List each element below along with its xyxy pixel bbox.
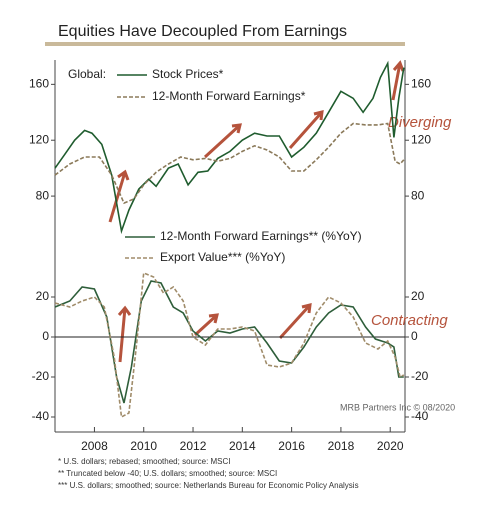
arrow: [117, 305, 132, 363]
legend-label: 12-Month Forward Earnings*: [152, 89, 306, 103]
arrow: [278, 303, 312, 340]
y-tick-label: 80: [36, 188, 50, 202]
source: MRB Partners Inc © 08/2020: [340, 402, 455, 412]
y2-tick-label: 80: [411, 188, 425, 202]
x-tick-label: 2018: [328, 439, 355, 453]
y-tick-label: -20: [32, 369, 50, 383]
y-tick-label: -40: [32, 409, 50, 423]
arrow: [193, 313, 219, 337]
legend-label: 12-Month Forward Earnings** (%YoY): [160, 229, 362, 243]
annotation: Contracting: [371, 312, 448, 329]
arrow: [203, 123, 242, 159]
y2-tick-label: -40: [411, 409, 429, 423]
annotation: Diverging: [388, 114, 452, 131]
legend-title: Global:: [68, 67, 106, 81]
arrow: [391, 60, 405, 101]
y-tick-label: 160: [29, 77, 49, 91]
y2-tick-label: 120: [411, 132, 431, 146]
series-line: [54, 271, 405, 419]
y-tick-label: 0: [42, 329, 49, 343]
x-tick-label: 2008: [81, 439, 108, 453]
page-title: Equities Have Decoupled From Earnings: [58, 23, 347, 40]
legend-label: Export Value*** (%YoY): [160, 250, 285, 264]
y2-tick-label: 20: [411, 289, 425, 303]
y2-tick-label: -20: [411, 369, 429, 383]
x-tick-label: 2014: [229, 439, 256, 453]
x-tick-label: 2012: [180, 439, 207, 453]
series-line: [54, 122, 405, 205]
series-line: [54, 280, 404, 404]
y-tick-label: 20: [36, 289, 50, 303]
x-tick-label: 2016: [278, 439, 305, 453]
title-rule: [45, 42, 405, 46]
y2-tick-label: 0: [411, 329, 418, 343]
footnote: ** Truncated below -40; U.S. dollars; sm…: [58, 469, 277, 478]
y-tick-label: 120: [29, 132, 49, 146]
x-tick-label: 2020: [377, 439, 404, 453]
series-line: [54, 60, 405, 235]
arrow: [288, 110, 324, 149]
footnote: * U.S. dollars; rebased; smoothed; sourc…: [58, 457, 231, 466]
arrow: [108, 169, 130, 223]
y2-tick-label: 160: [411, 77, 431, 91]
x-tick-label: 2010: [130, 439, 157, 453]
arrows: [108, 60, 405, 363]
legend-label: Stock Prices*: [152, 67, 224, 81]
footnote: *** U.S. dollars; smoothed; source: Neth…: [58, 481, 359, 490]
